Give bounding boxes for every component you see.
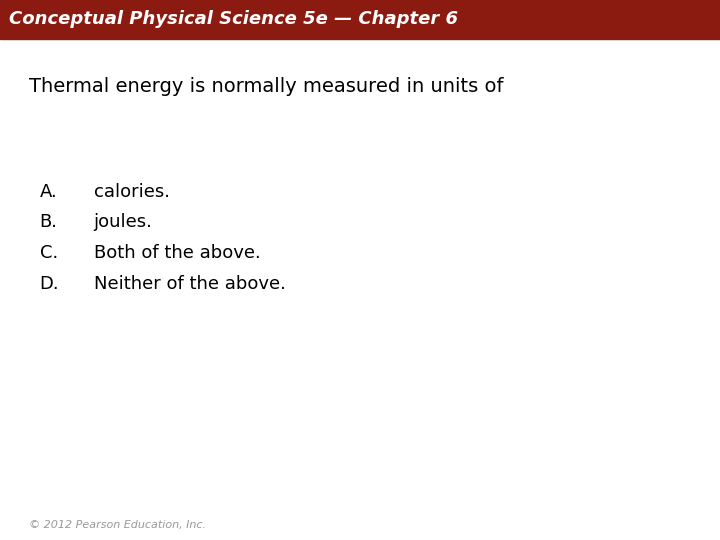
Text: Conceptual Physical Science 5e — Chapter 6: Conceptual Physical Science 5e — Chapter… xyxy=(9,10,459,29)
Text: Both of the above.: Both of the above. xyxy=(94,244,261,262)
Text: calories.: calories. xyxy=(94,183,170,201)
Text: Thermal energy is normally measured in units of: Thermal energy is normally measured in u… xyxy=(29,77,503,96)
Text: Neither of the above.: Neither of the above. xyxy=(94,275,285,293)
Text: A.: A. xyxy=(40,183,58,201)
Text: © 2012 Pearson Education, Inc.: © 2012 Pearson Education, Inc. xyxy=(29,520,206,530)
Text: D.: D. xyxy=(40,275,59,293)
Text: joules.: joules. xyxy=(94,213,153,232)
Bar xyxy=(0,0,720,39)
Text: C.: C. xyxy=(40,244,58,262)
Text: B.: B. xyxy=(40,213,58,232)
